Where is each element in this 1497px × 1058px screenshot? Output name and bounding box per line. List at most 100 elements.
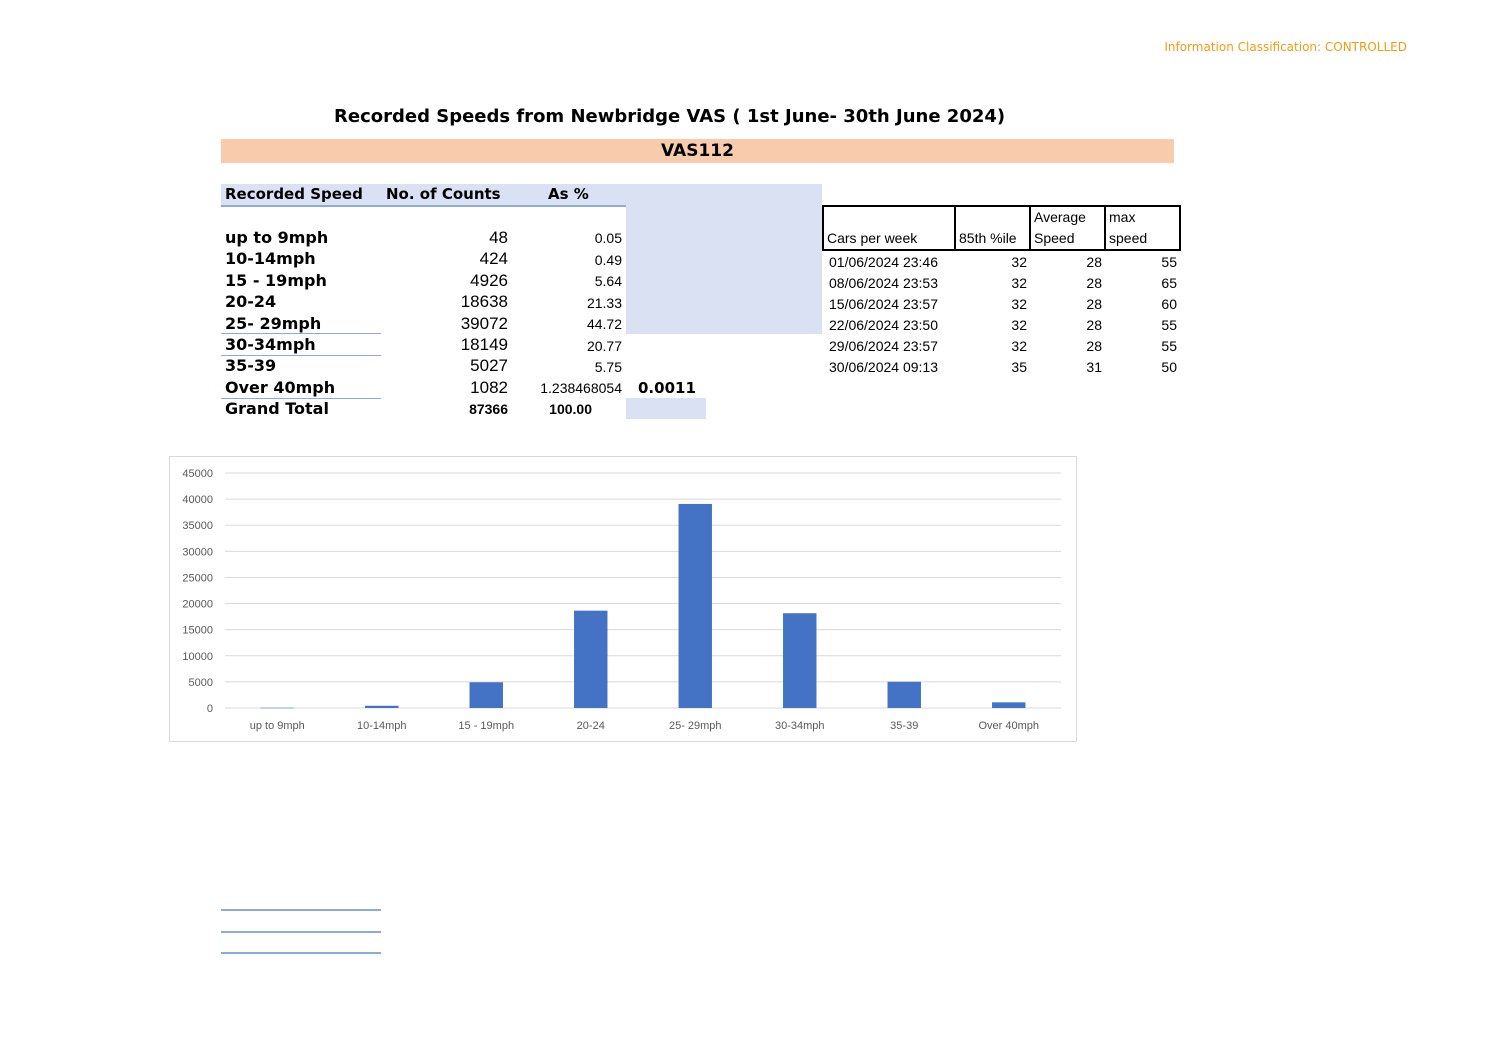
bar <box>678 503 712 708</box>
weekly-average: 28 <box>1086 337 1102 354</box>
weekly-average: 28 <box>1086 316 1102 333</box>
weekly-row: 01/06/2024 23:46 32 28 55 <box>823 250 1180 272</box>
row-count: 39072 <box>460 314 508 333</box>
row-pct: 5.75 <box>594 359 622 375</box>
y-tick-label: 40000 <box>182 494 213 506</box>
total-shade <box>626 398 706 419</box>
row-pct: 20.77 <box>586 338 622 354</box>
weekly-date: 01/06/2024 23:46 <box>829 253 938 270</box>
grand-total-pct: 100.00 <box>549 401 592 417</box>
weekly-header-85th: 85th %ile <box>954 205 1031 251</box>
row-label: Over 40mph <box>225 378 336 397</box>
row-underline <box>221 398 381 399</box>
weekly-average: 28 <box>1086 295 1102 312</box>
row-count: 5027 <box>470 356 508 375</box>
row-extra-value: 0.0011 <box>638 379 696 397</box>
grand-total-label: Grand Total <box>225 399 329 418</box>
row-count: 18638 <box>460 292 508 311</box>
weekly-date: 29/06/2024 23:57 <box>829 337 938 354</box>
page-title: Recorded Speeds from Newbridge VAS ( 1st… <box>334 106 1006 127</box>
row-count: 1082 <box>470 378 508 397</box>
weekly-row: 22/06/2024 23:50 32 28 55 <box>823 314 1180 335</box>
header-shade <box>221 184 822 206</box>
header-underline <box>221 205 626 207</box>
y-tick-label: 35000 <box>182 520 213 532</box>
grand-total-count: 87366 <box>469 401 508 417</box>
weekly-average: 28 <box>1086 253 1102 270</box>
weekly-85th: 32 <box>1011 337 1027 354</box>
weekly-row: 30/06/2024 09:13 35 31 50 <box>823 356 1180 377</box>
header-counts: No. of Counts <box>386 185 501 203</box>
weekly-row: 15/06/2024 23:57 32 28 60 <box>823 293 1180 314</box>
stray-line <box>221 952 381 954</box>
row-count: 18149 <box>460 335 508 354</box>
bar <box>365 705 399 708</box>
x-tick-label: 35-39 <box>890 720 918 732</box>
bar <box>887 681 921 708</box>
weekly-header-cars: Cars per week <box>822 205 956 251</box>
x-tick-label: up to 9mph <box>250 720 305 732</box>
weekly-max: 65 <box>1161 274 1177 291</box>
bar <box>260 707 294 709</box>
stray-line <box>221 909 381 911</box>
weekly-max: 55 <box>1161 316 1177 333</box>
bar <box>992 702 1026 708</box>
y-tick-label: 45000 <box>182 468 213 480</box>
row-label: 15 - 19mph <box>225 271 327 290</box>
y-tick-label: 5000 <box>189 677 213 689</box>
row-pct: 5.64 <box>594 273 622 289</box>
y-tick-label: 30000 <box>182 546 213 558</box>
side-shade <box>626 206 822 334</box>
weekly-85th: 32 <box>1011 295 1027 312</box>
weekly-max: 55 <box>1161 337 1177 354</box>
weekly-date: 22/06/2024 23:50 <box>829 316 938 333</box>
weekly-85th: 32 <box>1011 253 1027 270</box>
y-tick-label: 25000 <box>182 572 213 584</box>
weekly-max: 50 <box>1161 358 1177 375</box>
weekly-row: 08/06/2024 23:53 32 28 65 <box>823 272 1180 293</box>
weekly-85th: 32 <box>1011 316 1027 333</box>
weekly-header-max: max speed <box>1104 205 1181 251</box>
weekly-max: 60 <box>1161 295 1177 312</box>
weekly-average: 31 <box>1086 358 1102 375</box>
x-tick-label: Over 40mph <box>978 720 1039 732</box>
x-tick-label: 30-34mph <box>775 720 825 732</box>
weekly-date: 15/06/2024 23:57 <box>829 295 938 312</box>
weekly-header-average: Average Speed <box>1029 205 1106 251</box>
row-label: 20-24 <box>225 292 277 311</box>
x-tick-label: 10-14mph <box>357 720 407 732</box>
row-label: 30-34mph <box>225 335 316 354</box>
weekly-table: Cars per week 85th %ile Average Speed ma… <box>822 205 1181 377</box>
y-tick-label: 20000 <box>182 599 213 611</box>
x-tick-label: 25- 29mph <box>669 720 722 732</box>
row-underline <box>221 333 381 334</box>
weekly-85th: 35 <box>1011 358 1027 375</box>
weekly-row: 29/06/2024 23:57 32 28 55 <box>823 335 1180 356</box>
row-count: 48 <box>489 228 508 247</box>
bar <box>783 613 817 708</box>
row-label: 35-39 <box>225 356 277 375</box>
bar <box>469 682 503 708</box>
vas-banner: VAS112 <box>221 139 1174 163</box>
row-pct: 0.05 <box>594 230 622 246</box>
row-label: 25- 29mph <box>225 314 322 333</box>
y-tick-label: 15000 <box>182 625 213 637</box>
x-tick-label: 20-24 <box>577 720 605 732</box>
weekly-max: 55 <box>1161 253 1177 270</box>
weekly-date: 30/06/2024 09:13 <box>829 358 938 375</box>
row-label: up to 9mph <box>225 228 329 247</box>
y-tick-label: 0 <box>207 703 213 715</box>
row-underline <box>221 355 381 356</box>
weekly-header-row: Cars per week 85th %ile Average Speed ma… <box>822 205 1181 251</box>
row-label: 10-14mph <box>225 249 316 268</box>
x-tick-label: 15 - 19mph <box>458 720 514 732</box>
header-percent: As % <box>548 185 589 203</box>
weekly-average: 28 <box>1086 274 1102 291</box>
row-pct: 21.33 <box>586 295 622 311</box>
row-pct: 44.72 <box>586 316 622 332</box>
stray-line <box>221 931 381 933</box>
row-pct: 0.49 <box>594 252 622 268</box>
speed-bar-chart: 0 5000 10000 15000 20000 25000 30000 35000 40000… <box>182 468 1061 732</box>
weekly-85th: 32 <box>1011 274 1027 291</box>
row-pct: 1.238468054 <box>540 380 622 396</box>
